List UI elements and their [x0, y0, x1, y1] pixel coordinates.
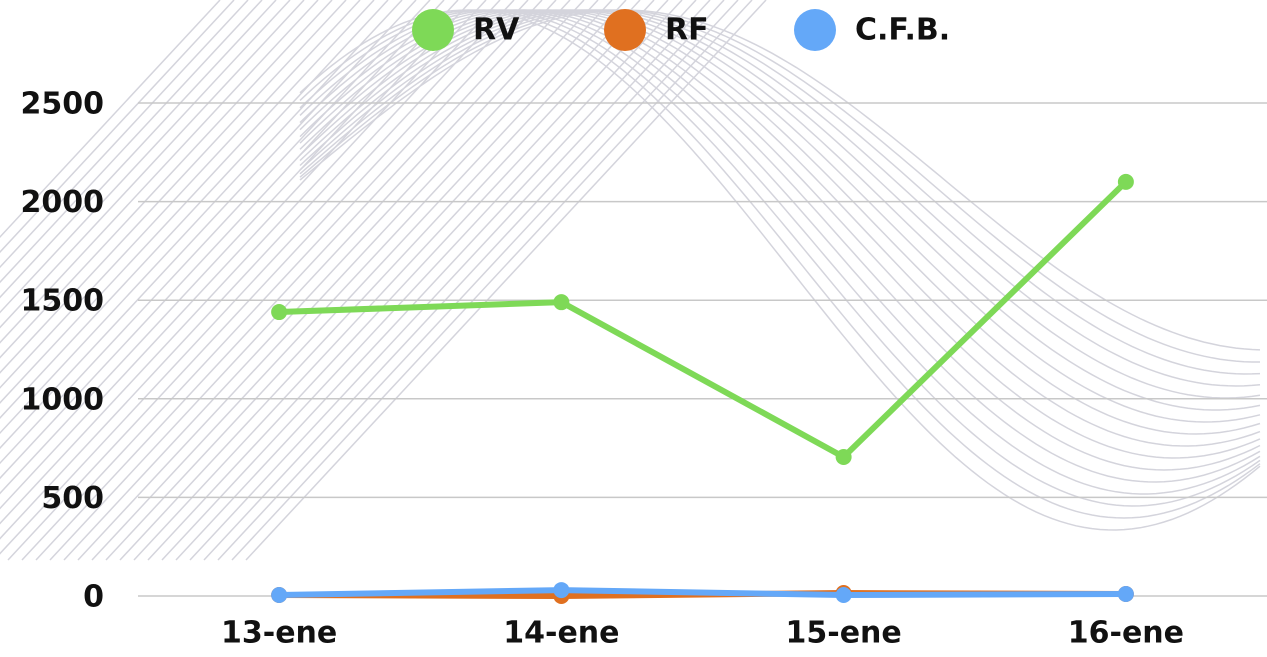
deco-diagonal	[0, 0, 347, 374]
legend-label: RF	[665, 13, 709, 48]
y-tick-label: 1500	[21, 284, 105, 319]
y-tick-label: 500	[41, 481, 104, 516]
legend-label: C.F.B.	[855, 13, 950, 48]
background-decoration	[0, 0, 1261, 561]
deco-wave	[299, 9, 1261, 447]
deco-diagonal	[0, 0, 431, 465]
data-point	[835, 587, 852, 604]
data-point	[1117, 586, 1134, 603]
x-tick-label: 15-ene	[786, 616, 902, 651]
deco-diagonal	[0, 0, 291, 314]
legend-swatch	[794, 9, 836, 51]
deco-diagonal	[77, 0, 599, 561]
deco-diagonal	[0, 0, 277, 299]
deco-wave	[299, 9, 1261, 423]
deco-wave	[299, 9, 1261, 399]
data-point	[271, 587, 288, 604]
x-tick-label: 14-ene	[503, 616, 619, 651]
deco-diagonal	[0, 0, 319, 344]
deco-wave	[299, 9, 1261, 519]
deco-diagonal	[0, 0, 501, 540]
deco-diagonal	[49, 0, 571, 561]
x-tick-label: 13-ene	[221, 616, 337, 651]
legend-swatch	[604, 9, 646, 51]
y-tick-label: 2500	[21, 87, 105, 122]
deco-wave	[299, 9, 1261, 495]
deco-diagonal	[91, 0, 613, 561]
deco-diagonal	[0, 0, 417, 450]
deco-diagonal	[35, 0, 557, 561]
deco-diagonal	[0, 0, 249, 269]
deco-diagonal	[63, 0, 585, 561]
deco-diagonal	[0, 0, 361, 389]
deco-diagonal	[147, 0, 669, 561]
deco-wave	[299, 9, 1261, 471]
deco-diagonal	[21, 0, 543, 561]
deco-wave	[299, 9, 1261, 507]
deco-wave	[299, 9, 1261, 435]
deco-wave	[299, 9, 1261, 459]
series-line	[279, 587, 1126, 599]
deco-diagonal	[7, 0, 529, 561]
data-point	[553, 294, 570, 311]
deco-diagonal	[0, 0, 263, 284]
deco-diagonal	[119, 0, 641, 561]
x-tick-label: 16-ene	[1068, 616, 1184, 651]
data-point	[1117, 173, 1134, 190]
deco-wave	[299, 9, 1261, 351]
deco-diagonal	[189, 0, 711, 561]
data-point	[271, 304, 288, 321]
deco-diagonal	[0, 0, 235, 254]
y-tick-label: 0	[83, 580, 104, 615]
series-line	[279, 179, 1128, 460]
deco-diagonal	[0, 0, 221, 239]
deco-diagonal	[105, 0, 627, 561]
deco-diagonal	[0, 0, 515, 555]
deco-diagonal	[245, 0, 767, 561]
deco-diagonal	[0, 0, 487, 525]
legend-label: RV	[473, 13, 520, 48]
deco-diagonal	[0, 0, 459, 495]
data-point	[553, 582, 570, 599]
deco-diagonal	[0, 0, 375, 404]
deco-wave	[299, 9, 1260, 363]
deco-diagonal	[231, 0, 753, 561]
deco-diagonal	[0, 0, 445, 480]
deco-wave	[299, 9, 1261, 411]
deco-diagonal	[0, 0, 473, 510]
deco-diagonal	[0, 0, 305, 329]
deco-diagonal	[0, 0, 389, 419]
legend-swatch	[412, 9, 454, 51]
y-tick-label: 1000	[21, 382, 105, 417]
deco-wave	[299, 9, 1261, 375]
data-point	[835, 448, 852, 465]
deco-diagonal	[175, 0, 697, 561]
y-tick-label: 2000	[21, 185, 105, 220]
deco-diagonal	[0, 0, 333, 359]
deco-wave	[299, 9, 1261, 483]
deco-diagonal	[133, 0, 655, 561]
deco-wave	[299, 9, 1261, 387]
deco-diagonal	[161, 0, 683, 561]
deco-diagonal	[217, 0, 739, 561]
deco-wave	[299, 9, 1261, 531]
